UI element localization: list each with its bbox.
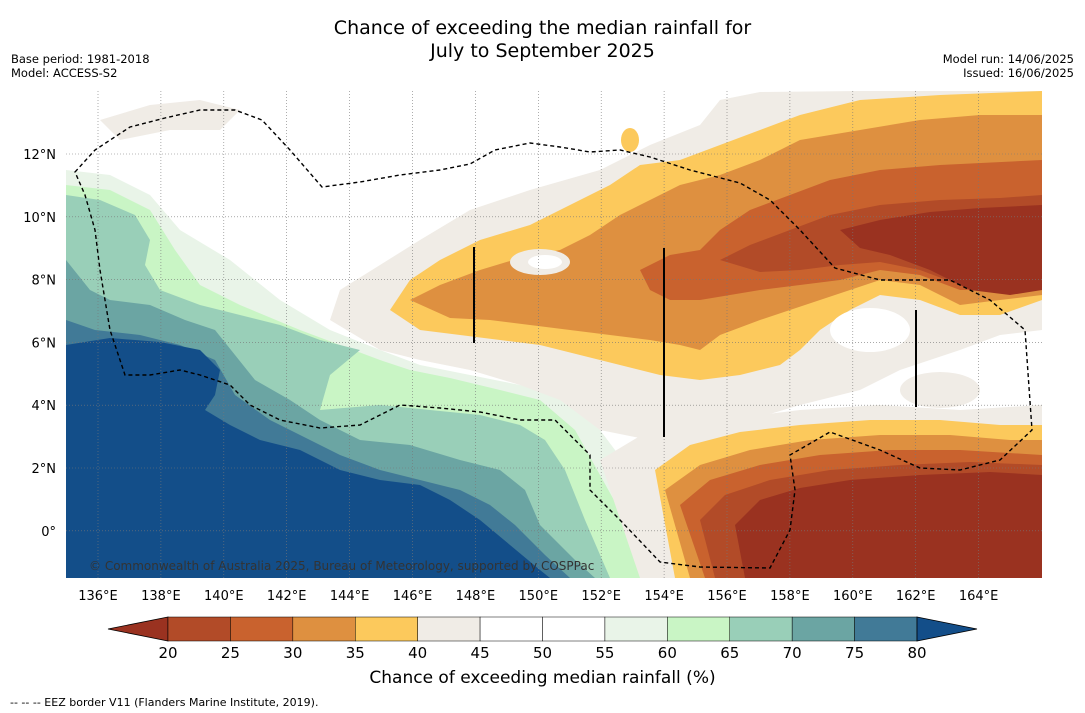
longitude-label: 164°E xyxy=(959,589,999,604)
map-plot-area: © Commonwealth of Australia 2025, Bureau… xyxy=(66,91,1042,578)
patch-orange-1 xyxy=(621,128,639,152)
longitude-label: 156°E xyxy=(707,589,747,604)
colorbar-bin xyxy=(479,616,543,642)
colorbar-title: Chance of exceeding median rainfall (%) xyxy=(369,668,716,688)
copyright-text: © Commonwealth of Australia 2025, Bureau… xyxy=(89,559,594,573)
colorbar-tick-label: 30 xyxy=(283,644,302,662)
issued-date: Issued: 16/06/2025 xyxy=(963,66,1074,80)
longitude-label: 152°E xyxy=(581,589,621,604)
region-s-below-20 xyxy=(735,472,1042,578)
colorbar-tick-label: 35 xyxy=(346,644,365,662)
longitude-label: 146°E xyxy=(393,589,433,604)
colorbar-bin xyxy=(542,616,606,642)
boundary-strokes xyxy=(473,247,917,437)
longitude-label: 154°E xyxy=(644,589,684,604)
map-title-line2: July to September 2025 xyxy=(430,40,655,62)
longitude-label: 162°E xyxy=(896,589,936,604)
colorbar-bin xyxy=(292,616,356,642)
map-title-line1: Chance of exceeding the median rainfall … xyxy=(333,17,752,39)
longitude-label: 136°E xyxy=(78,589,118,604)
latitude-labels: 12°N 10°N 8°N 6°N 4°N 2°N 0° xyxy=(23,148,56,540)
eez-border-north xyxy=(74,109,1033,569)
colorbar-bin xyxy=(729,616,793,642)
region-80-plus-b xyxy=(66,338,550,578)
colorbar-tick-label: 20 xyxy=(158,644,177,662)
colorbar-tick-label: 40 xyxy=(408,644,427,662)
gridlines xyxy=(66,91,1042,578)
latitude-label: 10°N xyxy=(23,211,56,226)
colorbar-tick-label: 45 xyxy=(471,644,490,662)
longitude-labels: 136°E 138°E 140°E 142°E 144°E 146°E 148°E 150°E… xyxy=(78,589,998,604)
colorbar-bin xyxy=(230,616,294,642)
colorbar-bin xyxy=(355,616,418,642)
colorbar-tick-label: 25 xyxy=(221,644,240,662)
longitude-label: 142°E xyxy=(267,589,307,604)
latitude-label: 6°N xyxy=(32,336,57,351)
longitude-label: 148°E xyxy=(456,589,496,604)
longitude-label: 160°E xyxy=(833,589,873,604)
colorbar-upper-extension xyxy=(916,616,978,642)
colorbar xyxy=(107,616,978,642)
colorbar-tick-label: 65 xyxy=(720,644,739,662)
model-run-date: Model run: 14/06/2025 xyxy=(942,52,1074,66)
colorbar-tick-label: 80 xyxy=(907,644,926,662)
latitude-label: 4°N xyxy=(32,399,57,414)
latitude-label: 8°N xyxy=(32,274,57,289)
eez-legend-note: -- -- -- EEZ border V11 (Flanders Marine… xyxy=(10,696,319,709)
colorbar-tick-label: 75 xyxy=(845,644,864,662)
model-name: Model: ACCESS-S2 xyxy=(11,66,118,80)
colorbar-bin xyxy=(604,616,668,642)
latitude-label: 2°N xyxy=(32,462,57,477)
longitude-label: 158°E xyxy=(770,589,810,604)
colorbar-tick-label: 50 xyxy=(533,644,552,662)
colorbar-ticks: 20 25 30 35 40 45 50 55 60 65 70 75 80 xyxy=(158,644,926,662)
colorbar-lower-extension xyxy=(107,616,169,642)
latitude-label: 12°N xyxy=(23,148,56,163)
colorbar-bin xyxy=(417,616,481,642)
colorbar-bin xyxy=(667,616,730,642)
patch-white-2 xyxy=(528,255,562,269)
longitude-label: 150°E xyxy=(519,589,559,604)
base-period: Base period: 1981-2018 xyxy=(11,52,150,66)
colorbar-bin xyxy=(167,616,231,642)
eez-borders xyxy=(74,109,1033,569)
colorbar-bin xyxy=(854,616,918,642)
latitude-label: 0° xyxy=(41,525,56,540)
patch-white-4 xyxy=(900,372,980,408)
colorbar-tick-label: 70 xyxy=(783,644,802,662)
longitude-label: 138°E xyxy=(141,589,181,604)
colorbar-bin xyxy=(791,616,855,642)
region-below-20-north xyxy=(840,205,1042,295)
colorbar-tick-label: 60 xyxy=(658,644,677,662)
longitude-label: 140°E xyxy=(204,589,244,604)
longitude-label: 144°E xyxy=(330,589,370,604)
colorbar-tick-label: 55 xyxy=(595,644,614,662)
patch-white-3 xyxy=(830,308,910,352)
